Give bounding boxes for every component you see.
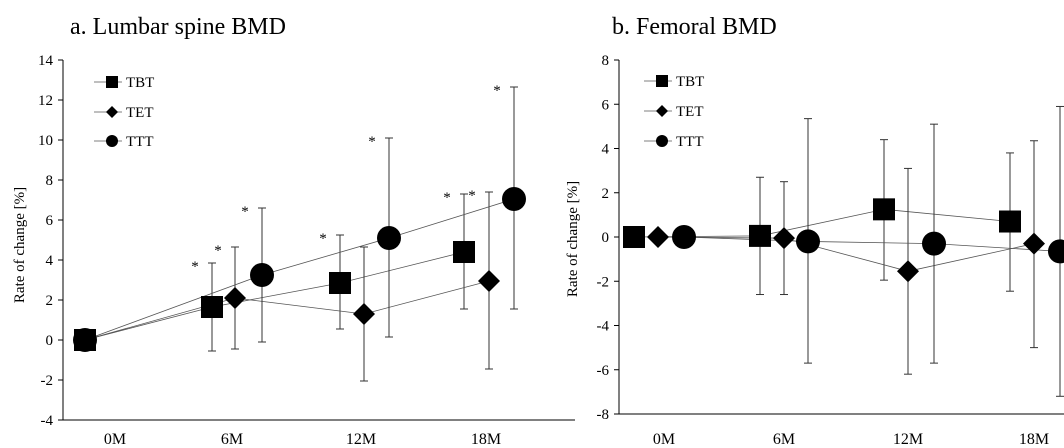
panel-b-y-tick-label: -2 [597, 274, 610, 290]
panel-a-y-tick-label: 4 [46, 253, 54, 269]
panel-b-point-tbt [999, 210, 1021, 233]
panel-a-point-tet [353, 303, 375, 325]
panel-a-point-ttt [73, 328, 97, 352]
panel-b-point-tet [773, 227, 795, 250]
panel-b-y-tick-label: 6 [602, 97, 610, 113]
panel-b-y-tick-label: -8 [597, 407, 610, 423]
panel-a-point-ttt [502, 187, 526, 211]
panel-a-y-tick-label: 6 [46, 213, 54, 229]
panel-b-point-tet [897, 260, 919, 283]
panel-b-legend-marker-tet [656, 105, 668, 117]
panel-a-series-line-tet [84, 280, 490, 341]
panel-a-point-tbt [329, 272, 351, 294]
panel-a-x-tick-label: 6M [221, 431, 243, 448]
panel-a-x-tick-label: 18M [471, 431, 501, 448]
panel-a-y-tick-label: 8 [46, 173, 54, 189]
panel-a-y-tick-label: 2 [46, 293, 54, 309]
panel-b-series-line-tbt [633, 208, 1011, 238]
panel-a-point-ttt [377, 226, 401, 250]
panel-b-point-tet [1023, 232, 1045, 255]
panel-b-y-tick-label: 2 [602, 186, 610, 202]
panel-b-point-ttt [1048, 239, 1064, 264]
panel-a-y-tick-label: 12 [38, 93, 53, 109]
panel-femoral: b. Femoral BMD Rate of change [%] -8 -6 -4… [565, 14, 1064, 448]
panel-b-legend-label-tet: TET [676, 104, 704, 120]
panel-b-x-tick-label: 12M [893, 431, 923, 448]
panel-b-point-tbt [623, 226, 645, 248]
panel-b-point-ttt [672, 225, 696, 249]
panel-a-legend-label-tet: TET [126, 105, 154, 121]
panel-a-legend-label-ttt: TTT [126, 134, 154, 150]
panel-a-y-tick-label: 0 [46, 333, 54, 349]
panel-a-series-line-tbt [84, 251, 465, 341]
panel-b-point-tbt [749, 224, 771, 247]
panel-b-legend-marker-ttt [656, 135, 668, 147]
panel-a-significance-mark: * [214, 243, 222, 259]
panel-a-significance-mark: * [191, 259, 199, 275]
panel-a-point-tbt [201, 296, 223, 318]
panel-b-point-tet [647, 226, 669, 248]
panel-b-legend-label-tbt: TBT [676, 74, 704, 90]
panel-a-legend-marker-ttt [106, 135, 118, 147]
panel-a-significance-mark: * [368, 134, 376, 150]
panel-a-y-axis-label: Rate of change [%] [12, 187, 28, 303]
panel-a-plot: -4 -2 0 2 4 6 8 10 12 14 0M 6M 12M 18M * * * * * * * * TBT TET T… [38, 53, 575, 448]
panel-b-y-tick-label: 8 [602, 53, 610, 69]
panel-b-y-tick-label: -6 [597, 363, 610, 379]
panel-a-y-tick-label: 10 [38, 133, 53, 149]
panel-a-legend-marker-tbt [106, 76, 118, 88]
panel-a-x-tick-label: 12M [346, 431, 376, 448]
panel-a-y-tick-label: -2 [41, 373, 54, 389]
panel-b-x-tick-label: 18M [1019, 431, 1049, 448]
panel-a-y-tick-label: 14 [38, 53, 54, 69]
panel-b-point-ttt [796, 229, 820, 254]
panel-b-y-tick-label: -4 [597, 319, 610, 335]
panel-a-legend-marker-tet [106, 106, 118, 118]
panel-a-x-tick-label: 0M [104, 431, 126, 448]
panel-a-y-tick-label: -4 [41, 413, 54, 429]
panel-b-y-axis-label: Rate of change [%] [565, 181, 581, 297]
panel-b-x-tick-label: 0M [653, 431, 675, 448]
panel-a-significance-mark: * [468, 188, 476, 204]
panel-b-series-line-tet [657, 236, 1035, 272]
panel-a-significance-mark: * [493, 83, 501, 99]
panel-lumbar-spine: a. Lumbar spine BMD Rate of change [%] -… [12, 14, 575, 448]
panel-a-point-tet [224, 287, 246, 309]
panel-a-legend-label-tbt: TBT [126, 75, 154, 91]
panel-b-title: b. Femoral BMD [612, 14, 777, 40]
panel-b-legend-marker-tbt [656, 75, 668, 87]
panel-b-y-tick-label: 0 [602, 230, 610, 246]
panel-b-series-line-ttt [683, 236, 1061, 252]
panel-b-legend-label-ttt: TTT [676, 134, 704, 150]
panel-b-plot: -8 -6 -4 -2 0 2 4 6 8 0M 6M 12M 18M TBT TET TTT [597, 53, 1064, 448]
panel-b-point-ttt [922, 231, 946, 256]
panel-a-title: a. Lumbar spine BMD [70, 14, 286, 40]
panel-a-significance-mark: * [319, 231, 327, 247]
panel-a-series-line-ttt [84, 198, 515, 341]
panel-a-point-tet [478, 270, 500, 292]
panel-b-y-tick-label: 4 [602, 142, 610, 158]
panel-a-significance-mark: * [443, 190, 451, 206]
panel-b-point-tbt [873, 198, 895, 221]
panel-a-significance-mark: * [241, 204, 249, 220]
panel-a-point-tbt [453, 241, 475, 263]
panel-a-point-ttt [250, 263, 274, 287]
panel-b-x-tick-label: 6M [773, 431, 795, 448]
